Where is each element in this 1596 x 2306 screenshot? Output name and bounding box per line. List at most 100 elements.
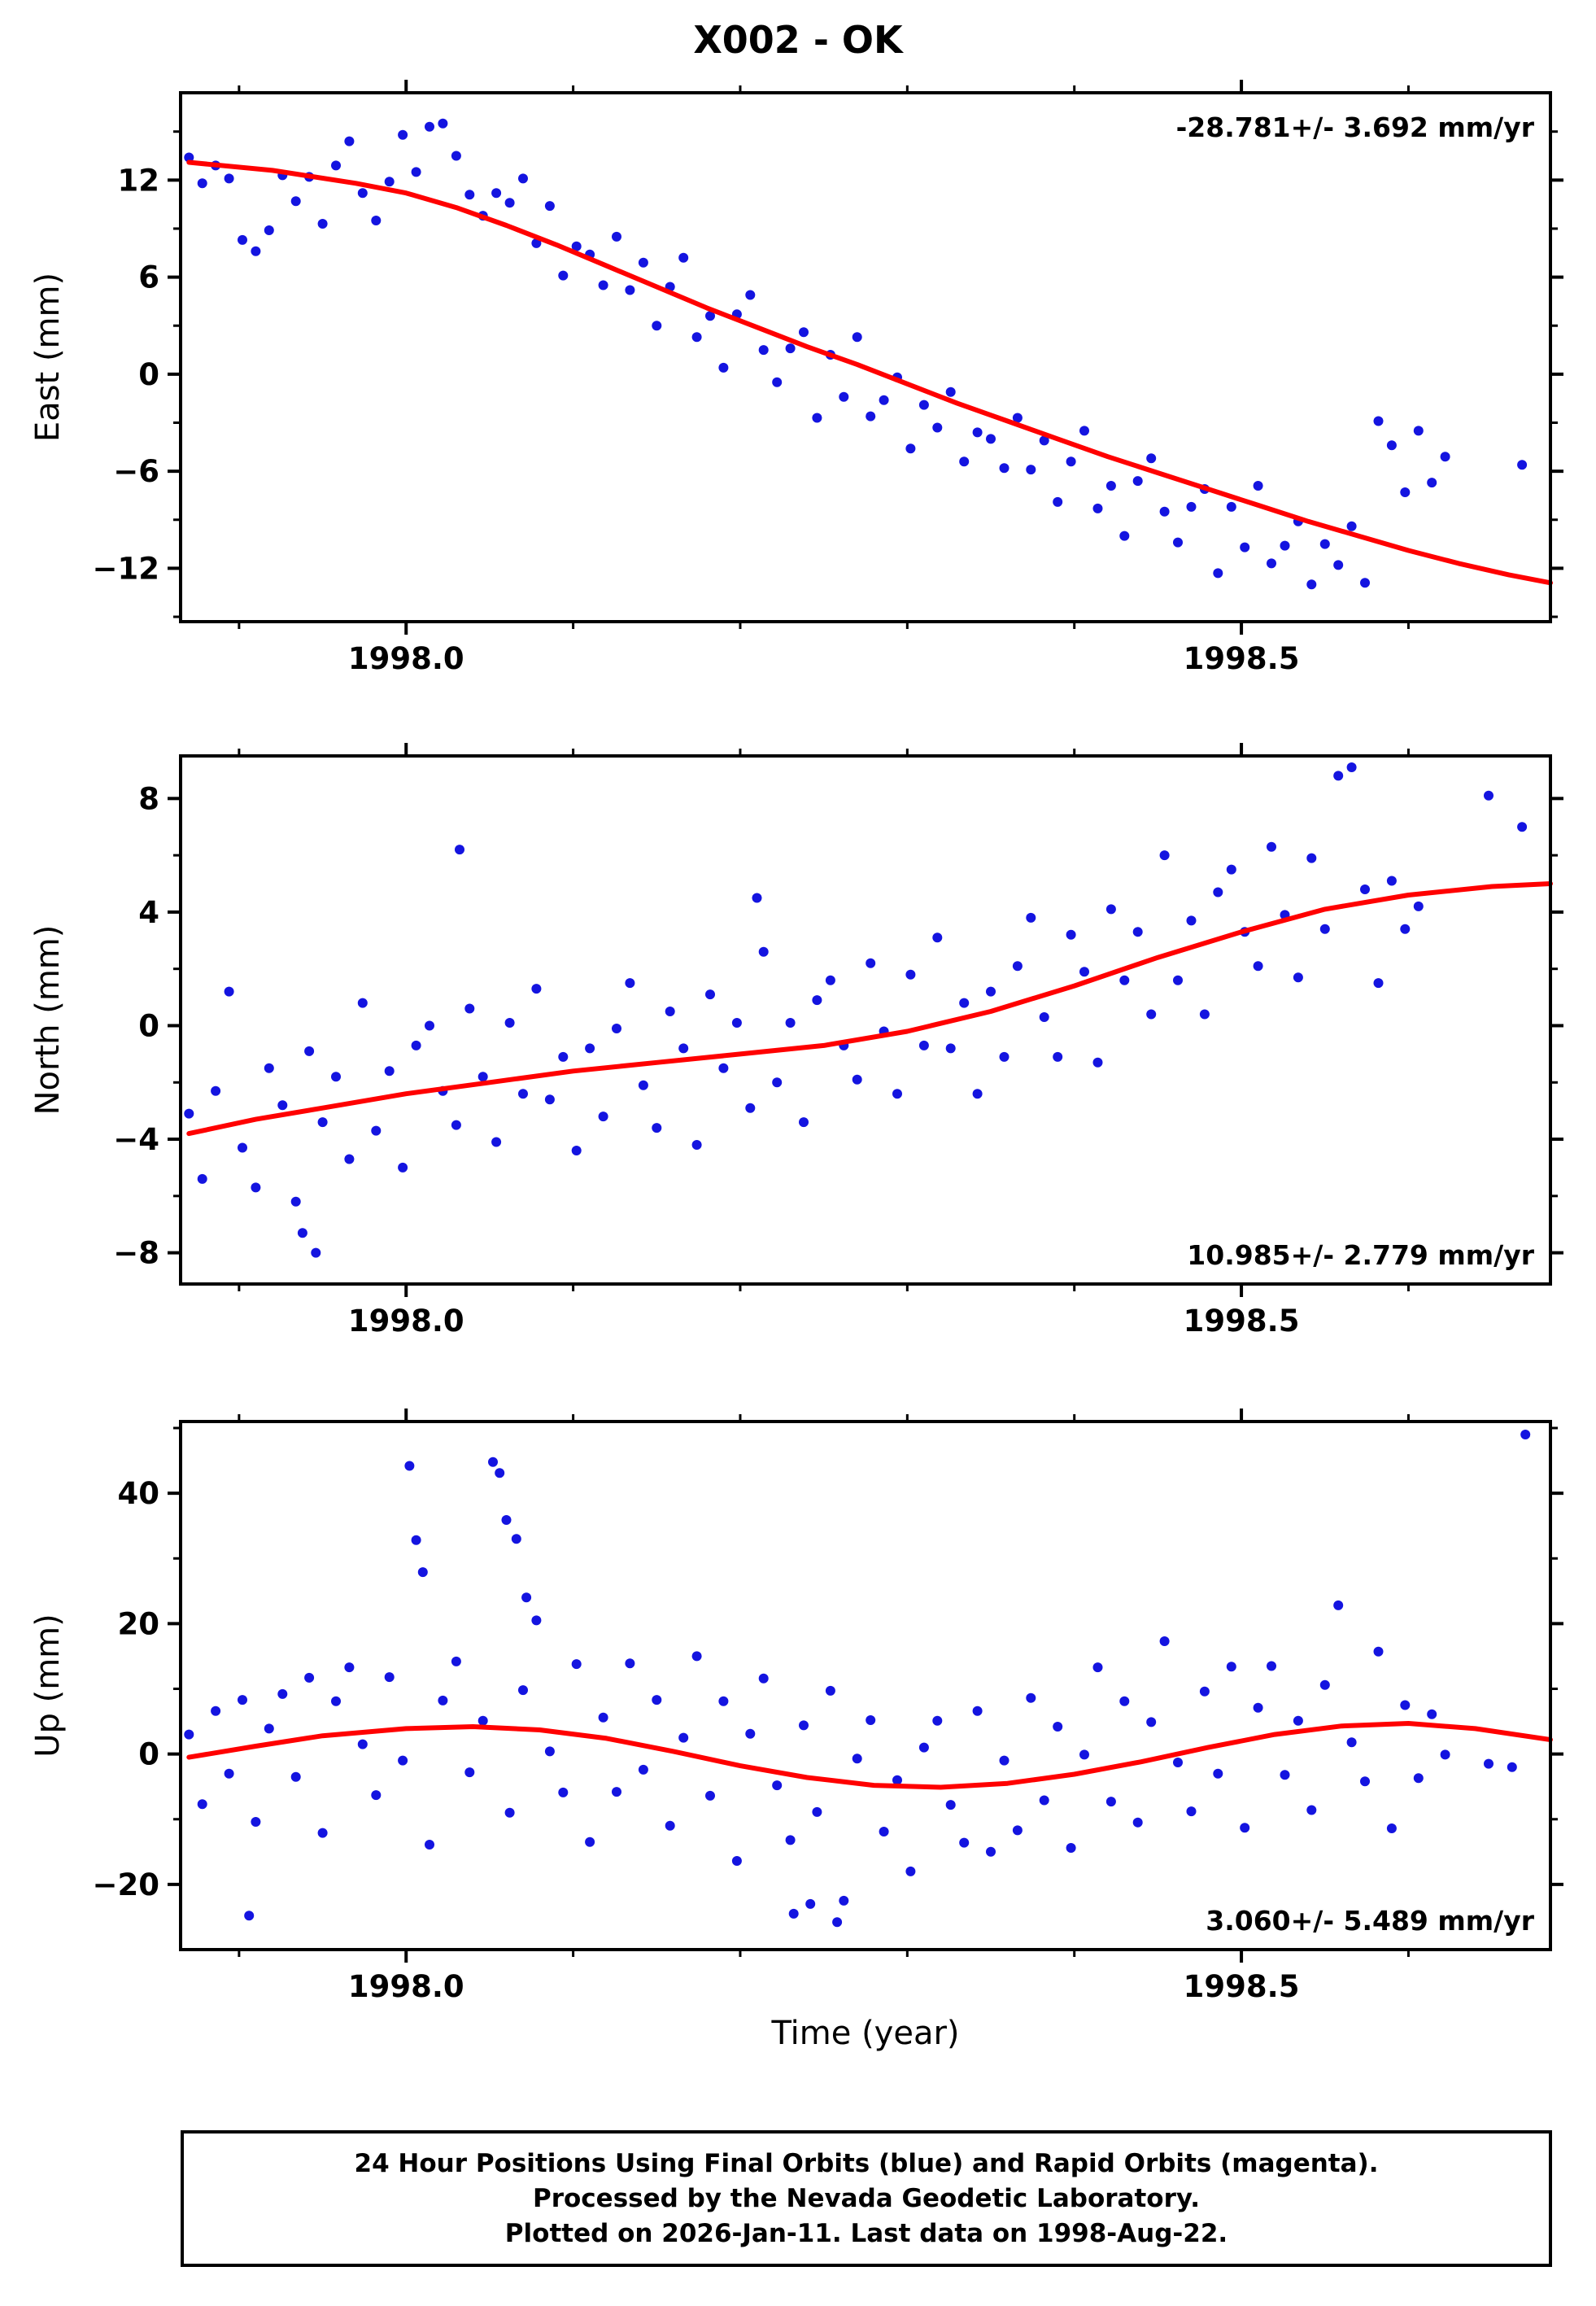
data-point — [488, 1457, 498, 1467]
data-point — [1293, 972, 1303, 983]
caption-line-2: Processed by the Nevada Geodetic Laborat… — [532, 2183, 1201, 2213]
data-point — [371, 1790, 382, 1801]
data-point — [518, 173, 528, 184]
data-point — [1400, 487, 1411, 497]
data-point — [852, 332, 862, 343]
data-point — [211, 1705, 221, 1716]
data-point — [866, 958, 876, 968]
data-point — [317, 1828, 328, 1838]
data-point — [1520, 1430, 1531, 1439]
data-point — [585, 1043, 595, 1054]
data-point — [1400, 924, 1411, 934]
data-point — [491, 188, 502, 199]
data-point — [411, 1535, 421, 1545]
data-point — [398, 129, 408, 140]
data-point — [438, 118, 448, 129]
data-point — [1119, 531, 1130, 541]
data-point — [384, 177, 395, 187]
data-point — [1306, 853, 1317, 863]
data-point — [571, 1659, 582, 1670]
data-point — [1066, 929, 1076, 940]
data-point — [1039, 1012, 1049, 1022]
y-tick-label: 0 — [138, 1008, 159, 1043]
data-point — [1012, 413, 1023, 423]
data-point — [558, 1051, 569, 1062]
y-tick-label: 12 — [118, 163, 160, 198]
data-point — [531, 1615, 542, 1626]
data-point — [1280, 1770, 1290, 1780]
x-tick-label: 1998.0 — [348, 641, 464, 676]
data-point — [986, 986, 996, 997]
data-point — [585, 1837, 595, 1847]
data-point — [731, 1856, 742, 1866]
data-point — [665, 1007, 675, 1016]
data-point — [812, 413, 822, 423]
data-point — [1507, 1762, 1517, 1772]
data-point — [251, 246, 261, 256]
data-point — [745, 290, 756, 300]
y-tick-label: 0 — [138, 357, 159, 392]
east-frame — [179, 91, 1552, 623]
data-point — [1319, 539, 1330, 549]
data-point — [612, 1024, 621, 1033]
data-point — [1427, 478, 1437, 488]
data-point — [612, 1787, 621, 1797]
data-point — [665, 1820, 675, 1831]
data-point — [745, 1103, 756, 1113]
data-point — [384, 1066, 395, 1077]
data-point — [678, 252, 689, 263]
data-point — [1039, 1795, 1049, 1806]
data-point — [571, 241, 582, 251]
data-point — [184, 1108, 194, 1119]
data-point — [1066, 456, 1076, 467]
data-point — [1333, 1600, 1344, 1610]
data-point — [1146, 1717, 1157, 1727]
data-point — [1173, 1758, 1183, 1767]
y-tick-label: 8 — [138, 781, 159, 816]
data-point — [197, 178, 207, 189]
data-point — [1105, 1797, 1116, 1807]
data-point — [1105, 904, 1116, 915]
data-point — [932, 1715, 943, 1726]
data-point — [758, 946, 769, 957]
data-point — [290, 1196, 301, 1207]
data-point — [304, 1046, 315, 1056]
data-point — [1413, 1773, 1424, 1784]
data-point — [544, 1746, 555, 1757]
data-point — [331, 1072, 341, 1082]
up-trend-line — [186, 1721, 1553, 1790]
data-point — [866, 1715, 876, 1725]
data-point — [1346, 521, 1357, 531]
data-point — [1253, 1702, 1263, 1713]
data-point — [1386, 440, 1397, 451]
data-point — [1132, 476, 1143, 487]
data-point — [1280, 540, 1290, 551]
data-point — [371, 1125, 382, 1136]
data-point — [785, 343, 796, 354]
data-point — [1484, 1758, 1494, 1769]
data-point — [277, 1688, 288, 1699]
x-axis-label: Time (year) — [771, 2015, 960, 2052]
data-point — [1319, 1679, 1330, 1690]
data-point — [678, 1043, 689, 1054]
data-point — [264, 1063, 274, 1073]
data-point — [1413, 426, 1424, 436]
x-tick-label: 1998.0 — [348, 1969, 464, 2004]
data-point — [892, 1775, 902, 1785]
data-point — [945, 1800, 956, 1810]
data-point — [224, 1768, 234, 1779]
data-point — [1517, 822, 1528, 832]
data-point — [1186, 501, 1197, 512]
data-point — [1306, 579, 1317, 590]
data-point — [1484, 790, 1494, 801]
data-point — [451, 1120, 461, 1130]
data-point — [1226, 501, 1236, 512]
data-point — [1360, 1776, 1370, 1787]
north-axis-label: North (mm) — [29, 925, 67, 1116]
data-point — [1413, 901, 1424, 911]
data-point — [357, 1739, 368, 1749]
y-tick-label: −8 — [113, 1236, 159, 1271]
data-point — [812, 1806, 822, 1817]
data-point — [638, 1764, 648, 1775]
